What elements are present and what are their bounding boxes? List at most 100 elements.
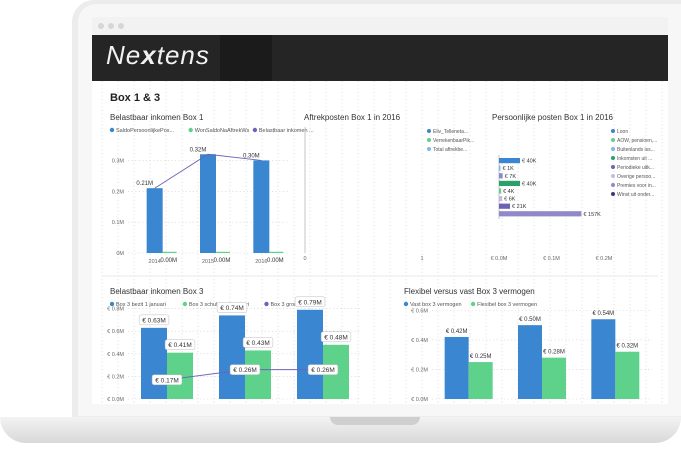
legend-dot-box3 (182, 301, 188, 307)
y-tick-box1: 0M (116, 251, 124, 257)
bar-label-box1: 0.21M (136, 181, 153, 187)
bar-label-box3-schulden: € 0.43M (246, 340, 270, 347)
legend-label-box3: Box 3 bezit 1 januari (116, 302, 166, 308)
chart-title-flex: Flexibel versus vast Box 3 vermogen (404, 287, 535, 296)
bar-label-flex-vast: € 0.50M (519, 317, 541, 323)
y-tick-flex: € 0.2M (411, 367, 428, 373)
legend-label-box1: Belastbaar inkomen ... (259, 128, 314, 134)
logo-part: x (141, 40, 157, 70)
bar-label-flex-vast: € 0.54M (592, 311, 614, 317)
bar-persoonlijk-4[interactable] (499, 188, 502, 194)
y-tick-box1: 0.3M (112, 158, 125, 164)
bar-label-flex-flexibel: € 0.25M (470, 354, 492, 360)
line-label-box3-bg (229, 364, 261, 375)
bar-box3-bezit-2014[interactable] (141, 327, 167, 399)
bar-flex-vast-2014[interactable] (444, 336, 469, 399)
legend-label-persoonlijk-right: AOW, pensioen,... (617, 138, 657, 144)
green-label-box1: 0.00M (214, 258, 231, 264)
legend-dot-persoonlijk-right (611, 138, 615, 142)
y-tick-flex: € 0.0M (411, 397, 428, 403)
header-stripe (220, 35, 272, 81)
line-label-box3: € 0.17M (155, 377, 179, 384)
bar-label-box3-bezit-bg (294, 296, 326, 308)
bar-label-box3-bezit: € 0.74M (220, 305, 244, 312)
legend-label-persoonlijk-left: Eliv_Telleneta... (433, 129, 468, 135)
bar-persoonlijk-1[interactable] (499, 165, 501, 171)
window-titlebar (92, 17, 668, 35)
legend-dot-box3 (109, 301, 115, 307)
legend-dot-persoonlijk-right (611, 129, 615, 133)
chart-title-aftrek: Aftrekposten Box 1 in 2016 (304, 113, 401, 122)
legend-dot-box3 (264, 301, 269, 307)
legend-dot-persoonlijk-left (427, 147, 431, 151)
laptop-base-notch (330, 417, 420, 425)
bar-green-box1-2016[interactable] (269, 251, 284, 253)
bar-persoonlijk-7[interactable] (499, 211, 582, 217)
bar-persoonlijk-0[interactable] (499, 158, 520, 164)
y-tick-box3: € 0.0M (107, 397, 124, 403)
bar-flex-vast-2015[interactable] (518, 325, 542, 399)
bar-green-box1-2014[interactable] (162, 251, 177, 253)
bar-label-box3-schulden-bg (320, 331, 352, 343)
bar-flex-flexibel-2014[interactable] (468, 362, 493, 399)
y-tick-box3: € 0.6M (107, 329, 124, 335)
legend-label-persoonlijk-right: Overige persoo... (617, 174, 655, 180)
x-tick-box1: 2016 (255, 259, 267, 265)
bar-label-box1: 0.32M (190, 147, 207, 153)
bar-label-persoonlijk: € 157K (583, 212, 601, 218)
nextens-logo[interactable]: Nextens (106, 40, 210, 71)
bar-label-persoonlijk: € 6K (504, 197, 516, 203)
legend-label-persoonlijk-right: Premies voor in... (617, 183, 656, 189)
bar-box1-2014[interactable] (146, 188, 163, 253)
bar-persoonlijk-6[interactable] (499, 203, 511, 209)
bar-persoonlijk-2[interactable] (499, 173, 503, 179)
chart-title-persoonlijk: Persoonlijke posten Box 1 in 2016 (492, 113, 614, 122)
legend-dot-persoonlijk-left (427, 138, 431, 142)
bar-label-flex-flexibel: € 0.28M (543, 350, 565, 356)
window-dot-icon (98, 23, 104, 29)
bar-label-flex-vast: € 0.42M (446, 329, 468, 335)
bar-flex-flexibel-2016[interactable] (615, 351, 640, 399)
app-header: Nextens (92, 35, 668, 81)
bar-label-box3-bezit-bg (216, 302, 248, 313)
bar-label-box3-bezit: € 0.79M (298, 299, 322, 306)
chart-title-box3: Belastbaar inkomen Box 3 (110, 287, 204, 296)
bar-box1-2016[interactable] (253, 160, 270, 253)
y-tick-flex: € 0.4M (411, 338, 428, 344)
page-title: Box 1 & 3 (110, 92, 160, 104)
legend-label-persoonlijk-right: Periodieke uitk... (617, 165, 654, 171)
bar-box3-bezit-2016[interactable] (297, 309, 323, 399)
bar-box3-bezit-2015[interactable] (219, 315, 245, 399)
bar-label-box3-bezit: € 0.63M (142, 317, 166, 324)
legend-dot-persoonlijk-right (611, 165, 615, 169)
line-label-box3: € 0.26M (233, 367, 257, 374)
axis-origin-aftrek: 0 (303, 256, 306, 262)
bar-label-persoonlijk: € 21K (512, 204, 527, 210)
bar-label-box3-schulden-bg (164, 339, 196, 350)
legend-label-box3: Box 3 grondslag (271, 302, 311, 308)
line-label-box3: € 0.26M (311, 367, 335, 374)
bar-label-box1: 0.30M (243, 153, 260, 159)
bar-persoonlijk-3[interactable] (499, 180, 520, 186)
report-svg: Box 1 & 3 Belastbaar inkomen Box 1 SaldoPe… (101, 81, 663, 404)
legend-label-persoonlijk-right: Loon (617, 129, 628, 135)
x-tick-persoonlijk: € 0.1M (543, 256, 560, 262)
legend-dot-persoonlijk-right (611, 192, 615, 196)
bar-label-persoonlijk: € 40K (522, 181, 537, 187)
x-tick-aftrek: 1 (420, 256, 423, 262)
bar-flex-vast-2016[interactable] (591, 319, 616, 399)
legend-label-persoonlijk-left: VerrekenbaarPik... (433, 138, 474, 144)
bar-flex-flexibel-2015[interactable] (542, 357, 566, 399)
legend-label-persoonlijk-right: Buitenlands iss... (617, 147, 655, 153)
bar-label-persoonlijk: € 40K (522, 159, 537, 165)
legend-label-persoonlijk-left: Total aftrekbe... (433, 147, 467, 153)
bar-box1-2015[interactable] (200, 154, 216, 253)
bar-green-box1-2015[interactable] (216, 251, 230, 253)
bar-persoonlijk-5[interactable] (499, 196, 503, 202)
legend-label-box1: SaldoPersoonlijkePos... (116, 128, 175, 134)
legend-label-persoonlijk-right: Inkomsten uit ... (617, 156, 652, 162)
y-tick-box1: 0.2M (112, 189, 125, 195)
y-tick-box3: € 0.8M (107, 307, 124, 313)
logo-part: tens (156, 40, 210, 70)
logo-part: Ne (106, 40, 142, 70)
